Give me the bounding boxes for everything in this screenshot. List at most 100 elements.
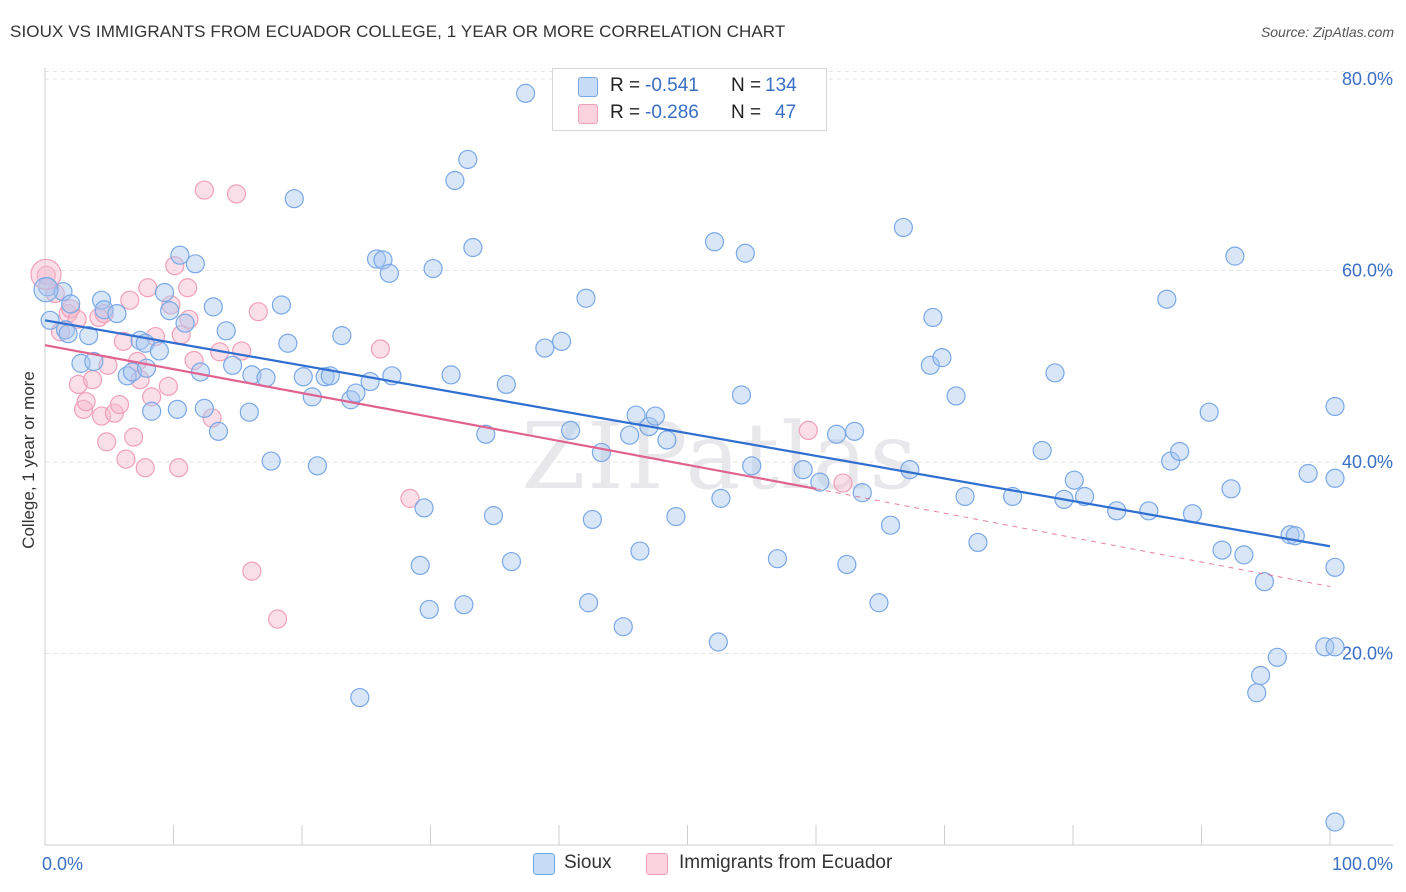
sioux-point — [551, 331, 572, 351]
sioux-point — [582, 509, 603, 530]
sioux-point — [576, 288, 596, 308]
sioux-point — [893, 217, 913, 238]
sioux-point — [1267, 647, 1287, 667]
sioux-point — [379, 263, 399, 283]
sioux-point — [968, 532, 988, 553]
tick-labels: 20.0% 40.0% 60.0% 80.0% 0.0% 100.0% — [42, 69, 1393, 874]
sioux-point — [445, 170, 465, 191]
sioux-point — [535, 338, 555, 358]
ecuador-point — [400, 488, 420, 508]
sioux-point — [366, 249, 387, 269]
sioux-point — [591, 442, 612, 463]
sioux-point — [731, 385, 752, 405]
sioux-point — [476, 424, 496, 444]
sioux-point — [620, 425, 640, 445]
sioux-point — [1199, 402, 1219, 422]
sioux-point — [711, 488, 731, 508]
x-tick-label: 0.0% — [42, 854, 83, 874]
sioux-point — [1325, 812, 1345, 832]
ecuador-point — [165, 256, 185, 276]
sioux-point — [61, 294, 81, 314]
sioux-point — [410, 555, 430, 576]
y-tick-label: 20.0% — [1342, 644, 1393, 664]
sioux-point — [117, 366, 137, 386]
series-legend: Sioux Immigrants from Ecuador — [0, 851, 1406, 877]
watermark: ZIPatlas — [521, 403, 918, 510]
sioux-point — [742, 456, 762, 476]
sioux-point — [1212, 540, 1232, 560]
sioux-point — [256, 368, 276, 388]
sioux-point — [203, 297, 223, 317]
sioux-point — [278, 333, 298, 353]
sioux-point — [1247, 683, 1267, 703]
sioux-point — [307, 456, 328, 476]
sioux-point — [826, 424, 847, 444]
y-tick-label: 80.0% — [1342, 69, 1393, 89]
sioux-point — [160, 301, 180, 321]
ecuador-trend-line — [44, 344, 817, 490]
legend-n-value: 134 — [765, 75, 797, 96]
sioux-point — [1325, 637, 1345, 657]
source-credit: Source: ZipAtlas.com — [1260, 24, 1394, 40]
legend-n-value: 47 — [775, 102, 797, 123]
ecuador-point — [68, 374, 89, 395]
ecuador-point — [61, 299, 81, 319]
sioux-point — [423, 258, 443, 279]
sioux-point — [869, 593, 889, 613]
legend-r-value: -0.541 — [645, 75, 699, 96]
sioux-point — [414, 498, 434, 518]
sioux-point — [1251, 665, 1271, 686]
sioux-point — [1325, 468, 1345, 488]
ecuador-point — [130, 370, 150, 390]
ecuador-point — [242, 561, 262, 581]
legend-r-label: R = — [610, 75, 641, 96]
legend-n-label: N = — [731, 102, 762, 123]
ecuador-point — [184, 350, 204, 371]
sioux-point — [458, 149, 478, 170]
x-tick-label: 100.0% — [1332, 854, 1393, 874]
data-points — [30, 83, 1345, 832]
ecuador-point — [82, 370, 103, 390]
ecuador-point — [124, 427, 144, 447]
ecuador-point — [142, 387, 162, 407]
legend-row-sioux: R = -0.541 N = 134 — [553, 73, 826, 99]
series-label-ecuador: Immigrants from Ecuador — [679, 852, 893, 873]
sioux-point — [496, 374, 516, 395]
sioux-point — [223, 355, 243, 375]
sioux-point — [441, 365, 461, 385]
sioux-point — [107, 303, 127, 324]
sioux-point — [793, 460, 813, 480]
sioux-point — [1225, 246, 1245, 266]
ecuador-point — [194, 180, 214, 200]
ecuador-point — [370, 339, 390, 359]
sioux-point — [900, 460, 920, 480]
sioux-point — [58, 324, 78, 344]
ecuador-point — [179, 309, 199, 329]
ecuador-point — [113, 331, 133, 351]
sioux-point — [932, 348, 952, 368]
sioux-point — [1045, 363, 1065, 383]
sioux-point — [1032, 440, 1052, 461]
ecuador-point — [116, 449, 136, 469]
sioux-point — [920, 355, 940, 375]
series-swatch-sioux — [533, 853, 555, 875]
sioux-point — [1315, 637, 1335, 657]
ecuador-point — [158, 376, 178, 396]
sioux-point — [946, 386, 966, 406]
chart-title: SIOUX VS IMMIGRANTS FROM ECUADOR COLLEGE… — [10, 22, 786, 41]
sioux-point — [613, 617, 633, 637]
sioux-point — [1170, 441, 1190, 462]
sioux-point — [208, 421, 229, 441]
sioux-point — [79, 326, 99, 346]
sioux-point — [666, 506, 686, 527]
sioux-point — [955, 486, 975, 507]
sioux-point — [122, 362, 142, 382]
sioux-point — [142, 401, 162, 421]
sioux-point — [239, 402, 259, 422]
sioux-point — [578, 593, 599, 613]
ecuador-point — [248, 302, 268, 322]
sioux-point — [483, 506, 504, 526]
sioux-point — [735, 243, 755, 263]
sioux-point — [350, 687, 370, 708]
